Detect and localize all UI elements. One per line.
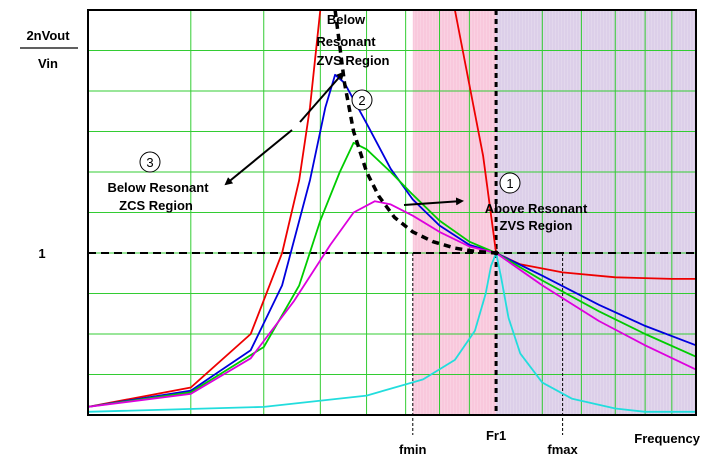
boundary-curve <box>333 9 497 255</box>
x-marker-label-Fr1: Fr1 <box>486 428 506 443</box>
annotation-2-arrow <box>299 71 345 123</box>
annotation-1-line-1: Above Resonant <box>485 201 588 216</box>
annotation-1-line-2: ZVS Region <box>500 218 573 233</box>
plot-frame <box>87 9 697 416</box>
annotation-1-number: 1 <box>506 176 513 191</box>
annotation-2-circle <box>351 89 373 111</box>
annotation-2-line-3: ZVS Region <box>317 53 390 68</box>
y-axis-label-bottom: Vin <box>38 56 58 71</box>
annotation-2-number: 2 <box>358 93 365 108</box>
y-tick-label-1: 1 <box>38 246 45 261</box>
series-line-1 <box>87 73 697 408</box>
series-line-3 <box>87 200 697 408</box>
annotation-3-line-2: ZCS Region <box>119 198 193 213</box>
annotation-2-line-1: Below <box>327 12 366 27</box>
annotation-below-resonant-zcs: 3 Below Resonant ZCS Region <box>107 129 293 213</box>
annotation-3-number: 3 <box>146 155 153 170</box>
frequency-markers: fmin Fr1 fmax <box>88 10 696 457</box>
annotation-1-arrow <box>403 197 464 206</box>
x-axis-label: Frequency <box>634 431 701 446</box>
annotation-3-line-1: Below Resonant <box>107 180 209 195</box>
annotation-3-arrow <box>224 129 293 186</box>
annotation-2-line-2: Resonant <box>316 34 376 49</box>
annotation-3-circle <box>139 151 161 173</box>
x-marker-label-fmax: fmax <box>547 442 578 457</box>
zvs-zcs-boundary <box>333 9 499 256</box>
annotation-below-resonant-zvs: Below Resonant ZVS Region 2 <box>299 12 390 123</box>
y-axis-label-top: 2nVout <box>26 28 70 43</box>
series-line-2 <box>87 141 697 408</box>
annotation-above-resonant-zvs: 1 Above Resonant ZVS Region <box>403 172 588 233</box>
x-marker-label-fmin: fmin <box>399 442 427 457</box>
resonance-point <box>493 250 499 256</box>
annotation-1-circle <box>499 172 521 194</box>
